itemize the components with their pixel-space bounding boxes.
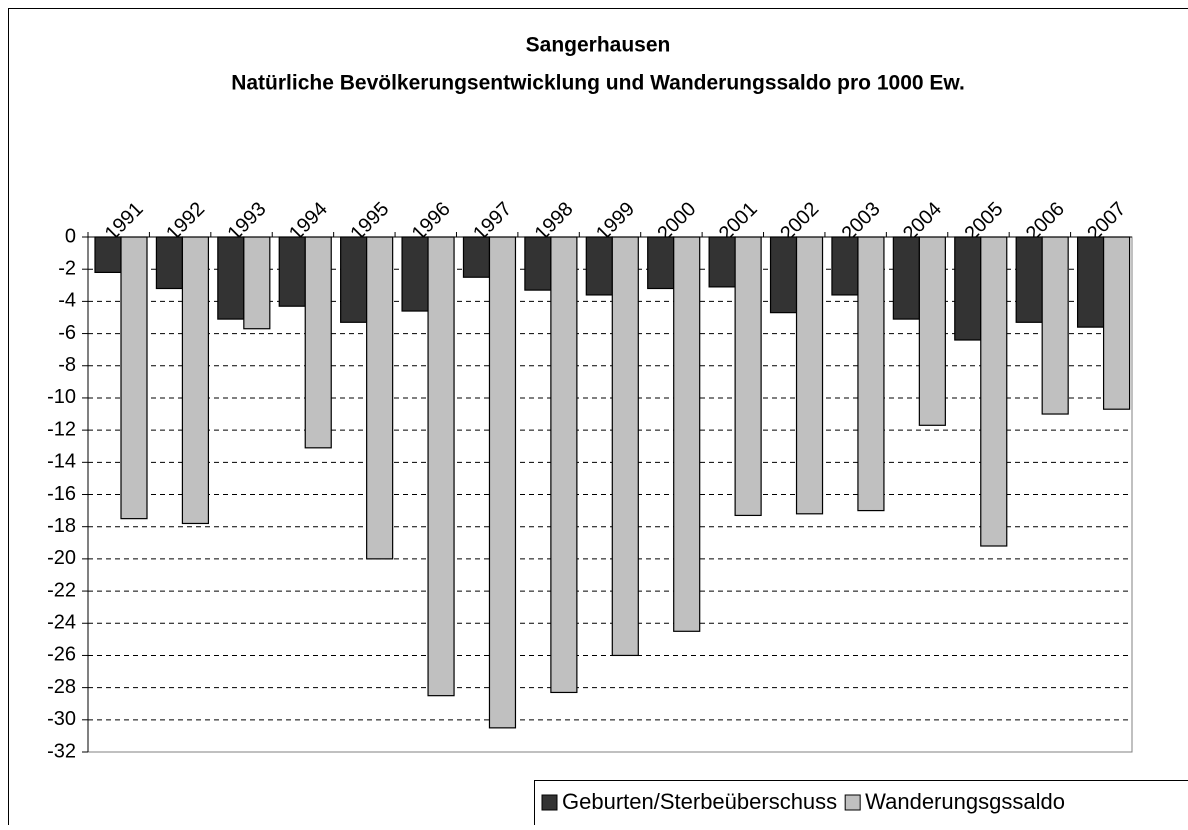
chart-title: Sangerhausen xyxy=(526,34,671,57)
y-tick-label: -14 xyxy=(47,451,76,473)
bar xyxy=(797,237,823,514)
y-tick-label: -20 xyxy=(47,547,76,569)
bar xyxy=(156,237,182,289)
bar xyxy=(244,237,270,329)
bar xyxy=(341,237,367,322)
bar xyxy=(612,237,638,655)
y-tick-label: 0 xyxy=(65,225,76,247)
chart-subtitle: Natürliche Bevölkerungsentwicklung und W… xyxy=(231,72,965,95)
bar xyxy=(367,237,393,559)
bar xyxy=(709,237,735,287)
y-tick-label: -32 xyxy=(47,740,76,762)
bar xyxy=(955,237,981,340)
y-tick-label: -2 xyxy=(58,257,76,279)
legend-label: Wanderungsgssaldo xyxy=(865,789,1065,814)
bar xyxy=(218,237,244,319)
bar xyxy=(305,237,331,448)
bar xyxy=(428,237,454,696)
bar xyxy=(981,237,1007,546)
bar xyxy=(832,237,858,295)
bar xyxy=(1078,237,1104,327)
bar xyxy=(648,237,674,289)
y-tick-label: -24 xyxy=(47,612,76,634)
bar xyxy=(893,237,919,319)
legend-swatch xyxy=(542,795,557,810)
y-tick-label: -28 xyxy=(47,676,76,698)
y-tick-label: -26 xyxy=(47,644,76,666)
bar xyxy=(586,237,612,295)
bar xyxy=(182,237,208,523)
bar xyxy=(735,237,761,515)
bar xyxy=(674,237,700,631)
y-tick-label: -12 xyxy=(47,418,76,440)
bar xyxy=(771,237,797,313)
y-tick-label: -4 xyxy=(58,290,76,312)
bar xyxy=(1042,237,1068,414)
bar xyxy=(402,237,428,311)
bar xyxy=(121,237,147,519)
bar xyxy=(858,237,884,511)
y-tick-label: -8 xyxy=(58,354,76,376)
y-tick-label: -16 xyxy=(47,483,76,505)
bar xyxy=(1016,237,1042,322)
bar xyxy=(489,237,515,728)
y-tick-label: -30 xyxy=(47,708,76,730)
legend-swatch xyxy=(845,795,860,810)
bar xyxy=(551,237,577,692)
bar xyxy=(463,237,489,277)
bar xyxy=(525,237,551,290)
bar xyxy=(279,237,305,306)
bar xyxy=(919,237,945,425)
bar xyxy=(1104,237,1130,409)
bar xyxy=(95,237,121,272)
y-tick-label: -10 xyxy=(47,386,76,408)
y-tick-label: -22 xyxy=(47,579,76,601)
y-tick-label: -18 xyxy=(47,515,76,537)
legend-label: Geburten/Sterbeüberschuss xyxy=(562,789,837,814)
y-tick-label: -6 xyxy=(58,322,76,344)
